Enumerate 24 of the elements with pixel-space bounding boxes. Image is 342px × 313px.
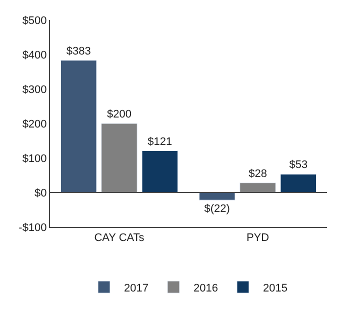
data-label: $53	[289, 159, 308, 172]
y-tick-label: $100	[22, 152, 47, 165]
data-label: $200	[107, 108, 132, 120]
bar	[142, 150, 178, 193]
bar	[101, 123, 138, 193]
bar	[60, 60, 97, 193]
y-tick-label: $300	[22, 84, 47, 96]
y-tick-label: $200	[22, 118, 47, 130]
data-label: $28	[248, 168, 267, 180]
x-tick-label: PYD	[246, 232, 270, 244]
y-tick-label: -$100	[18, 222, 47, 234]
legend-label: 2016	[193, 282, 218, 294]
bar	[280, 174, 316, 193]
legend-label: 2015	[262, 282, 288, 294]
data-label: $(22)	[204, 203, 230, 216]
y-tick-label: $0	[34, 187, 47, 200]
legend-label: 2017	[124, 282, 148, 294]
bar	[240, 182, 276, 193]
bar	[199, 192, 236, 200]
y-tick-label: $400	[22, 49, 47, 62]
x-tick-label: CAY CATs	[94, 232, 145, 244]
y-tick-label: $500	[22, 14, 47, 27]
data-label: $121	[148, 136, 172, 148]
data-label: $383	[66, 45, 91, 58]
